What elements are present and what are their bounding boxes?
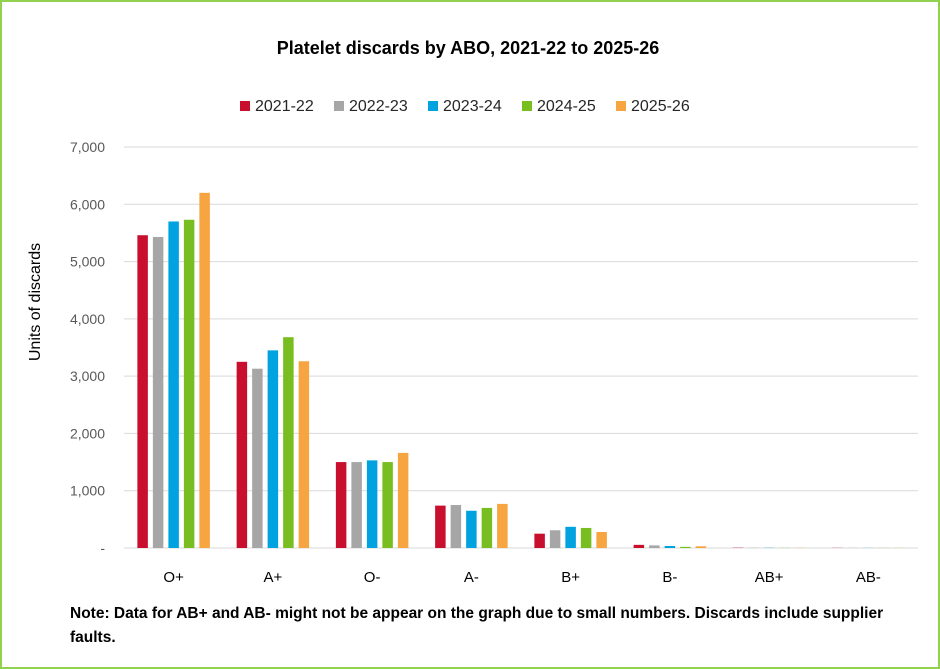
bar-2023-24-B- [664, 545, 676, 548]
legend: 2021-22 2022-23 2023-24 2024-25 2025-26 [240, 98, 690, 115]
y-tick-label: 2,000 [70, 425, 105, 441]
bar-2024-25-B- [680, 546, 691, 548]
x-category-label: A+ [263, 569, 282, 586]
bar-2021-22-B- [633, 544, 645, 548]
legend-swatch [428, 101, 438, 111]
legend-swatch [240, 101, 250, 111]
y-tick-label: - [100, 540, 105, 556]
bar-2022-23-O+ [152, 236, 164, 548]
y-tick-label: 5,000 [70, 254, 105, 270]
chart-svg: Platelet discards by ABO, 2021-22 to 202… [27, 38, 918, 586]
bar-2021-22-B+ [534, 533, 545, 548]
x-category-label: O- [364, 569, 381, 586]
chart-title: Platelet discards by ABO, 2021-22 to 202… [277, 38, 660, 58]
y-tick-label: 1,000 [70, 483, 105, 499]
footnote: Note: Data for AB+ and AB- might not be … [70, 605, 884, 646]
bar-2024-25-O+ [183, 219, 195, 548]
bar-2024-25-B+ [580, 527, 592, 548]
y-axis-label: Units of discards [27, 243, 44, 361]
legend-label: 2025-26 [631, 98, 690, 115]
bar-2023-24-O- [366, 460, 378, 548]
bar-2024-25-A+ [283, 337, 294, 548]
x-category-label: AB+ [755, 569, 784, 586]
x-category-label: A- [464, 569, 479, 586]
y-tick-label: 3,000 [70, 368, 105, 384]
bar-2025-26-O- [397, 452, 409, 548]
bar-2022-23-A+ [252, 368, 263, 548]
bar-2025-26-A- [497, 503, 508, 548]
x-category-label: AB- [856, 569, 881, 586]
legend-label: 2024-25 [537, 98, 596, 115]
bar-2023-24-B+ [565, 526, 576, 548]
bar-2023-24-A- [466, 510, 477, 548]
legend-label: 2021-22 [255, 98, 314, 115]
y-axis-ticks: - 1,000 2,000 3,000 4,000 5,000 6,000 7,000 [70, 139, 105, 556]
bar-2023-24-O+ [168, 221, 179, 548]
bar-2022-23-B+ [549, 530, 561, 548]
bar-2021-22-O+ [137, 235, 148, 548]
legend-swatch [616, 101, 626, 111]
bar-2022-23-B- [649, 545, 660, 548]
y-tick-label: 7,000 [70, 139, 105, 155]
x-category-label: B+ [561, 569, 580, 586]
bar-2023-24-A+ [267, 350, 279, 548]
bar-2024-25-O- [382, 462, 393, 548]
bar-2025-26-B- [695, 546, 707, 548]
bars [137, 192, 905, 549]
bar-2025-26-O+ [199, 192, 210, 549]
legend-label: 2023-24 [443, 98, 502, 115]
bar-2022-23-A- [450, 505, 462, 548]
x-category-label: B- [662, 569, 677, 586]
bar-2021-22-O- [335, 462, 347, 548]
y-tick-label: 4,000 [70, 311, 105, 327]
x-category-label: O+ [163, 569, 184, 586]
x-axis-categories: O+ A+ O- A- B+ B- AB+ AB- [163, 569, 880, 586]
bar-2025-26-A+ [298, 361, 310, 548]
legend-swatch [522, 101, 532, 111]
y-tick-label: 6,000 [70, 196, 105, 212]
bar-2021-22-A- [435, 505, 446, 548]
legend-label: 2022-23 [349, 98, 408, 115]
bar-2024-25-A- [481, 507, 493, 548]
legend-swatch [334, 101, 344, 111]
bar-2025-26-B+ [596, 531, 607, 548]
bar-2022-23-O- [351, 462, 362, 548]
bar-2021-22-A+ [236, 361, 248, 548]
